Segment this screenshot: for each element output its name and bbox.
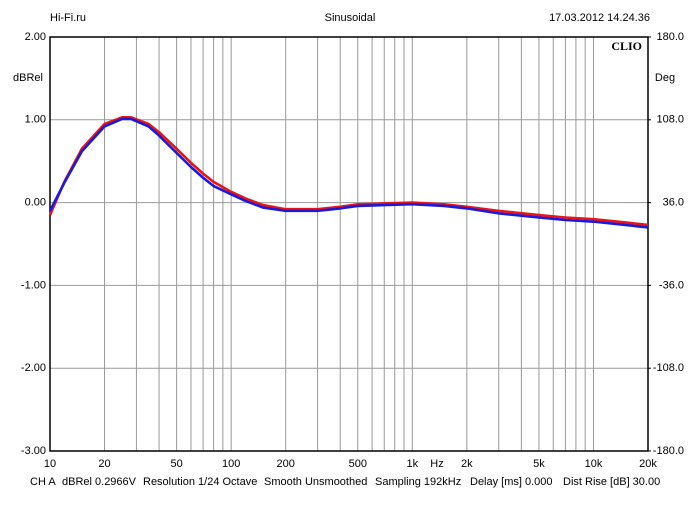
footer-item: Smooth Unsmoothed: [264, 476, 367, 488]
y-tick-label: 0.00: [25, 197, 46, 209]
x-tick-label: 1k: [406, 458, 418, 470]
y-tick-label: -2.00: [21, 362, 46, 374]
y2-tick-label: 108.0: [656, 114, 684, 126]
x-tick-label: 50: [170, 458, 182, 470]
y-axis-label: dBRel: [13, 72, 43, 84]
y-tick-label: -1.00: [21, 279, 46, 291]
y-tick-label: 2.00: [25, 31, 46, 43]
date: 17.03.2012 14.24.36: [549, 12, 650, 24]
y2-tick-label: -36.0: [659, 279, 684, 291]
x-tick-label: 5k: [533, 458, 545, 470]
series-line: [48, 116, 649, 227]
y2-tick-label: -108.0: [653, 362, 684, 374]
y2-tick-label: -180.0: [653, 445, 684, 457]
plot-frame: [49, 36, 649, 452]
x-tick-label: 100: [222, 458, 240, 470]
x-tick-label: 20: [98, 458, 110, 470]
y-tick-label: -3.00: [21, 445, 46, 457]
y-tick-label: 1.00: [25, 114, 46, 126]
source: Hi-Fi.ru: [50, 12, 86, 24]
chart-title: Sinusoidal: [325, 12, 376, 24]
x-tick-label: 500: [349, 458, 367, 470]
x-tick-label: 20k: [639, 458, 657, 470]
y2-axis-label: Deg: [655, 72, 675, 84]
x-tick-label: 200: [277, 458, 295, 470]
footer-item: dBRel 0.2966V: [62, 476, 137, 488]
y2-tick-label: 180.0: [656, 31, 684, 43]
y2-tick-label: 36.0: [663, 197, 684, 209]
footer-item: Resolution 1/24 Octave: [143, 476, 257, 488]
footer-item: Sampling 192kHz: [375, 476, 461, 488]
footer-item: Dist Rise [dB] 30.00: [563, 476, 660, 488]
series-line: [48, 117, 649, 229]
x-tick-label: 10k: [585, 458, 603, 470]
x-axis-label: Hz: [430, 458, 443, 470]
x-tick-label: 10: [44, 458, 56, 470]
x-tick-label: 2k: [461, 458, 473, 470]
logo: CLIO: [611, 39, 642, 53]
footer-item: CH A: [30, 476, 56, 488]
footer-item: Delay [ms] 0.000: [470, 476, 553, 488]
